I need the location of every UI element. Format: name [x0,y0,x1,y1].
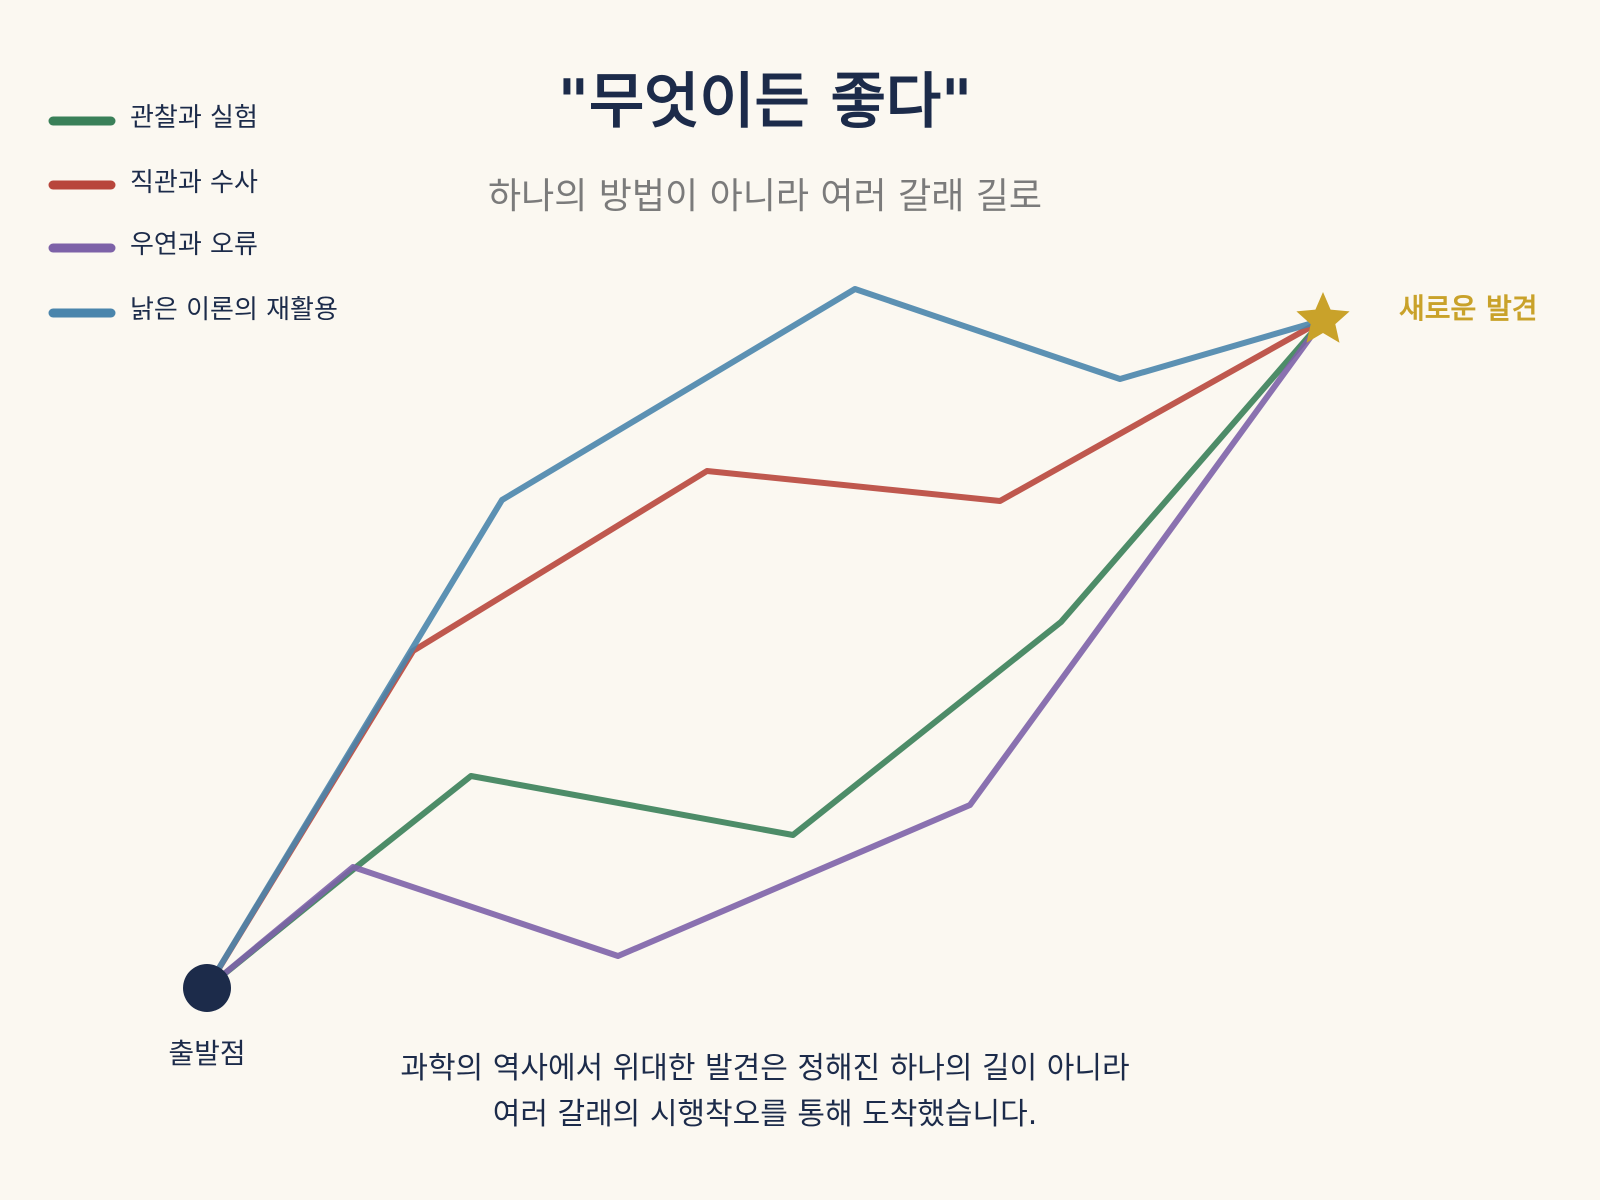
page-title: "무엇이든 좋다" [558,67,973,137]
legend-item-chance: 우연과 오류 [48,230,258,260]
legend-label-old-theory: 낡은 이론의 재활용 [130,295,338,325]
legend-item-intuition: 직관과 수사 [48,168,258,198]
end-label: 새로운 발견 [1399,292,1538,325]
legend-label-observation: 관찰과 실험 [130,103,258,133]
legend-item-old-theory: 낡은 이론의 재활용 [48,295,338,325]
paths [204,286,1326,991]
star-icon [1296,292,1350,343]
legend-label-chance: 우연과 오류 [130,230,258,260]
path-intuition [204,317,1326,991]
start-label: 출발점 [168,1037,245,1070]
caption-line-2: 여러 갈래의 시행착오를 통해 도착했습니다. [493,1097,1037,1132]
legend: 관찰과 실험 직관과 수사 우연과 오류 낡은 이론의 재활용 [48,103,338,325]
page-subtitle: 하나의 방법이 아니라 여러 갈래 길로 [488,176,1042,217]
path-old-theory [204,286,1326,991]
legend-label-intuition: 직관과 수사 [130,168,258,198]
legend-item-observation: 관찰과 실험 [48,103,258,133]
path-observation [204,317,1326,991]
start-point [183,964,231,1012]
path-chance [204,317,1326,991]
caption-line-1: 과학의 역사에서 위대한 발견은 정해진 하나의 길이 아니라 [400,1051,1129,1086]
